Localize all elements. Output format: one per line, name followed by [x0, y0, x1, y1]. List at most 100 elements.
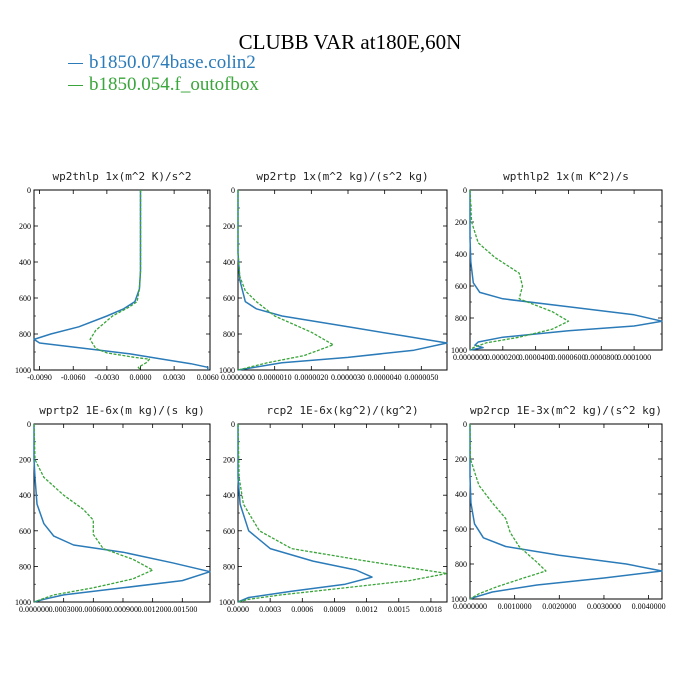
x-tick-label: 0.0000010: [258, 373, 292, 382]
profile-plot-4: wprtp2 1E-6x(m kg)/(s kg) 0 200 400 600 800 10…: [15, 404, 211, 614]
x-tick-label: 0.0018: [420, 605, 442, 614]
series-line-outofbox: [469, 423, 547, 600]
plot-frame: [237, 189, 448, 371]
series-line-base: [469, 190, 663, 351]
y-tick-label: 800: [19, 330, 31, 339]
x-tick-label: 0.000900: [108, 605, 138, 614]
x-tick-label: 0.0012: [356, 605, 378, 614]
x-tick-label: 0.0060: [197, 373, 219, 382]
x-tick-label: 0.0000200: [486, 353, 520, 362]
y-tick-label: 200: [19, 456, 31, 465]
legend-label-outofbox: b1850.054.f_outofbox: [89, 74, 259, 95]
x-tick-label: 0.0001000: [617, 353, 651, 362]
x-tick-label: 0.0000: [129, 373, 151, 382]
series-line-outofbox: [89, 190, 151, 371]
y-tick-label: 600: [19, 527, 31, 536]
y-tick-label: 600: [455, 525, 467, 534]
profile-plot-3: wpthlp2 1x(m K^2)/s020040060080010000.00…: [451, 170, 663, 362]
y-tick-label: 200: [223, 456, 235, 465]
page-title: CLUBB VAR at180E,60N: [238, 30, 462, 54]
y-tick-label: 800: [223, 562, 235, 571]
y-tick-label: 1000: [15, 598, 31, 607]
y-tick-label: 600: [455, 282, 467, 291]
y-tick-label: 1000: [219, 366, 235, 375]
x-tick-label: 0.0000800: [584, 353, 618, 362]
plot-frame: [237, 423, 448, 603]
y-tick-label: 0: [27, 186, 31, 195]
plot-title: wp2rcp 1E-3x(m^2 kg)/(s^2 kg): [470, 404, 662, 417]
y-tick-label: 400: [19, 491, 31, 500]
y-tick-label: 200: [223, 222, 235, 231]
x-tick-label: 0.0010000: [498, 602, 532, 611]
x-tick-label: 0.0030: [163, 373, 185, 382]
y-tick-label: 400: [455, 490, 467, 499]
y-tick-label: 1000: [15, 366, 31, 375]
x-tick-label: 0.0009: [323, 605, 345, 614]
series-line-outofbox: [237, 190, 334, 371]
y-tick-label: 0: [231, 186, 235, 195]
y-tick-label: 0: [463, 186, 467, 195]
x-tick-label: 0.000600: [78, 605, 108, 614]
series-line-base: [33, 424, 211, 603]
x-tick-label: 0.0006: [291, 605, 313, 614]
x-tick-label: 0.001500: [167, 605, 197, 614]
y-tick-label: 600: [223, 527, 235, 536]
y-tick-label: 0: [231, 420, 235, 429]
series-line-base: [469, 424, 663, 600]
plot-title: wp2thlp 1x(m^2 K)/s^2: [52, 170, 191, 183]
x-tick-label: -0.0090: [27, 373, 52, 382]
series-line-base: [33, 190, 209, 370]
y-tick-label: 400: [223, 491, 235, 500]
plot-title: rcp2 1E-6x(kg^2)/(kg^2): [266, 404, 418, 417]
x-tick-label: 0.0000030: [331, 373, 365, 382]
plot-frame: [33, 423, 211, 603]
y-tick-label: 200: [455, 218, 467, 227]
legend-swatch-outofbox: [68, 84, 83, 86]
profile-plot-1: wp2thlp 1x(m^2 K)/s^202004006008001000-0…: [15, 170, 219, 382]
y-tick-label: 400: [455, 250, 467, 259]
legend-item-outofbox: b1850.054.f_outofbox: [68, 74, 259, 96]
x-tick-label: 0.0000000: [221, 373, 255, 382]
y-tick-label: 200: [455, 455, 467, 464]
plot-title: wprtp2 1E-6x(m kg)/(s kg): [39, 404, 205, 417]
y-tick-label: 0: [27, 420, 31, 429]
x-tick-label: 0.001200: [138, 605, 168, 614]
profile-plot-6: wp2rcp 1E-3x(m^2 kg)/(s^2 kg)0 200 400 600 8…: [451, 404, 666, 611]
x-tick-label: 0.0000600: [551, 353, 585, 362]
x-tick-label: 0.0030000: [587, 602, 621, 611]
y-tick-label: 200: [19, 222, 31, 231]
y-tick-label: 800: [455, 560, 467, 569]
y-tick-label: 400: [19, 258, 31, 267]
legend: b1850.074base.colin2 b1850.054.f_outofbo…: [68, 52, 259, 96]
plot-title: wp2rtp 1x(m^2 kg)/(s^2 kg): [256, 170, 428, 183]
x-tick-label: 0.0000000: [453, 353, 487, 362]
x-tick-label: 0.0000050: [404, 373, 438, 382]
x-tick-label: 0.000000: [19, 605, 49, 614]
y-tick-label: 1000: [451, 346, 467, 355]
x-tick-label: 0.0040000: [632, 602, 666, 611]
y-tick-label: 600: [19, 294, 31, 303]
y-tick-label: 1000: [219, 598, 235, 607]
x-tick-label: -0.0060: [61, 373, 86, 382]
x-tick-label: 0.0000040: [368, 373, 402, 382]
plot-title: wpthlp2 1x(m K^2)/s: [503, 170, 629, 183]
legend-swatch-base: [68, 62, 83, 64]
y-tick-label: 1000: [451, 595, 467, 604]
x-tick-label: 0.0000020: [294, 373, 328, 382]
series-line-outofbox: [237, 423, 448, 603]
y-tick-label: 800: [223, 330, 235, 339]
series-line-base: [237, 190, 448, 371]
series-line-outofbox: [33, 423, 154, 603]
y-tick-label: 0: [463, 420, 467, 429]
y-tick-label: 800: [19, 562, 31, 571]
x-tick-label: 0.0000400: [519, 353, 553, 362]
series-line-base: [237, 424, 373, 603]
legend-item-base: b1850.074base.colin2: [68, 52, 259, 74]
x-tick-label: 0.0015: [388, 605, 410, 614]
legend-label-base: b1850.074base.colin2: [89, 52, 256, 73]
x-tick-label: 0.0000: [227, 605, 249, 614]
profile-plot-5: rcp2 1E-6x(kg^2)/(kg^2) 0 200 400 600 800 1000…: [219, 404, 448, 614]
series-line-outofbox: [469, 189, 570, 351]
